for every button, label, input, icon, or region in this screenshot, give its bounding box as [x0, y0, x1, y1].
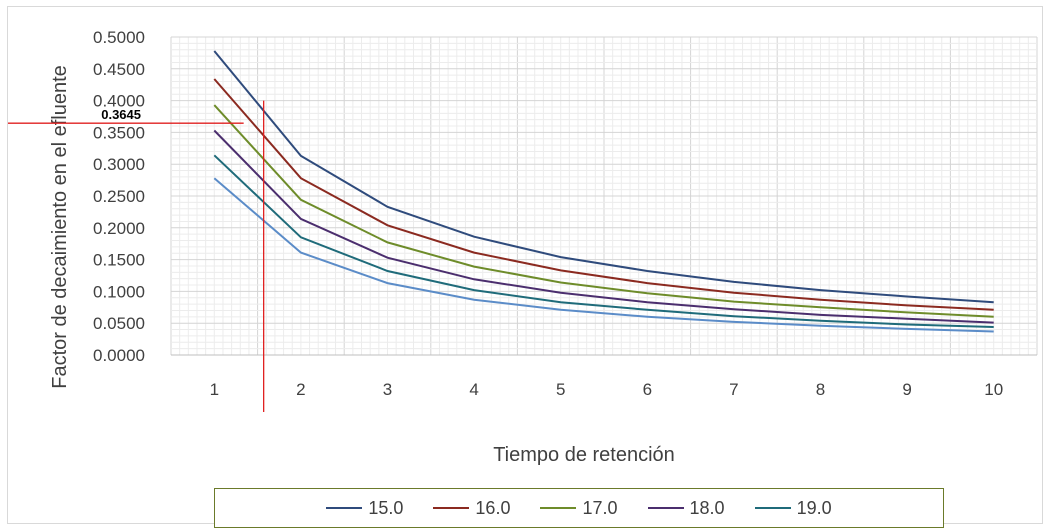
legend-label: 16.0: [475, 497, 511, 518]
y-tick-label: 0.3000: [93, 155, 145, 174]
legend-item: 19.0: [754, 497, 832, 519]
x-tick-label: 6: [643, 380, 652, 399]
annotation-label: 0.3645: [101, 107, 141, 122]
legend-swatch: [433, 507, 470, 509]
legend-label: 19.0: [796, 497, 832, 518]
legend-swatch: [647, 507, 684, 509]
series-line-19.0: [213, 154, 994, 328]
y-tick-label: 0.2000: [93, 219, 145, 238]
legend-item: 18.0: [647, 497, 725, 519]
x-tick-label: 1: [210, 380, 219, 399]
line-chart: 0.0000 0.0500 0.1000 0.1500 0.2000 0.2500 0.30…: [8, 28, 1038, 466]
y-tick-label: 0.1500: [93, 251, 145, 270]
y-tick-label: 0.4500: [93, 60, 145, 79]
legend-item: 16.0: [433, 498, 510, 519]
y-tick-label: 0.3500: [93, 123, 145, 142]
y-axis-title: Factor de decaimiento en el efluente: [49, 65, 71, 389]
y-tick-label: 0.0500: [93, 314, 145, 333]
y-tick-label: 0.2500: [93, 187, 145, 206]
x-tick-label: 9: [902, 380, 911, 399]
legend-swatch: [754, 507, 791, 509]
y-tick-label: 0.0000: [93, 346, 145, 365]
legend-label: 17.0: [582, 497, 618, 518]
legend-item: 15.0: [326, 498, 403, 519]
legend-label: 18.0: [689, 497, 725, 518]
series-line-16.0: [213, 78, 994, 311]
legend: 15.0 16.0 17.0 18.0 19.0: [214, 488, 944, 528]
series-line-18.0: [213, 129, 994, 324]
legend-item: 17.0: [540, 497, 618, 519]
x-tick-label: 10: [984, 380, 1003, 399]
legend-swatch: [540, 507, 577, 509]
y-tick-label: 0.1000: [93, 282, 145, 301]
x-axis-title: Tiempo de retención: [493, 444, 675, 466]
x-tick-label: 2: [296, 380, 305, 399]
series-line-15.0: [213, 50, 994, 304]
y-tick-label: 0.4000: [93, 92, 145, 111]
x-tick-label: 3: [383, 380, 392, 399]
x-tick-label: 7: [729, 380, 738, 399]
legend-swatch: [326, 507, 363, 509]
series-line-unnamed-5: [213, 177, 994, 333]
legend-label: 15.0: [368, 497, 404, 518]
x-tick-label: 4: [469, 380, 478, 399]
x-tick-label: 5: [556, 380, 565, 399]
chart-frame: 0.0000 0.0500 0.1000 0.1500 0.2000 0.2500 0.30…: [7, 6, 1043, 528]
series-line-17.0: [213, 104, 994, 318]
y-tick-label: 0.5000: [93, 28, 145, 47]
x-tick-label: 8: [816, 380, 825, 399]
